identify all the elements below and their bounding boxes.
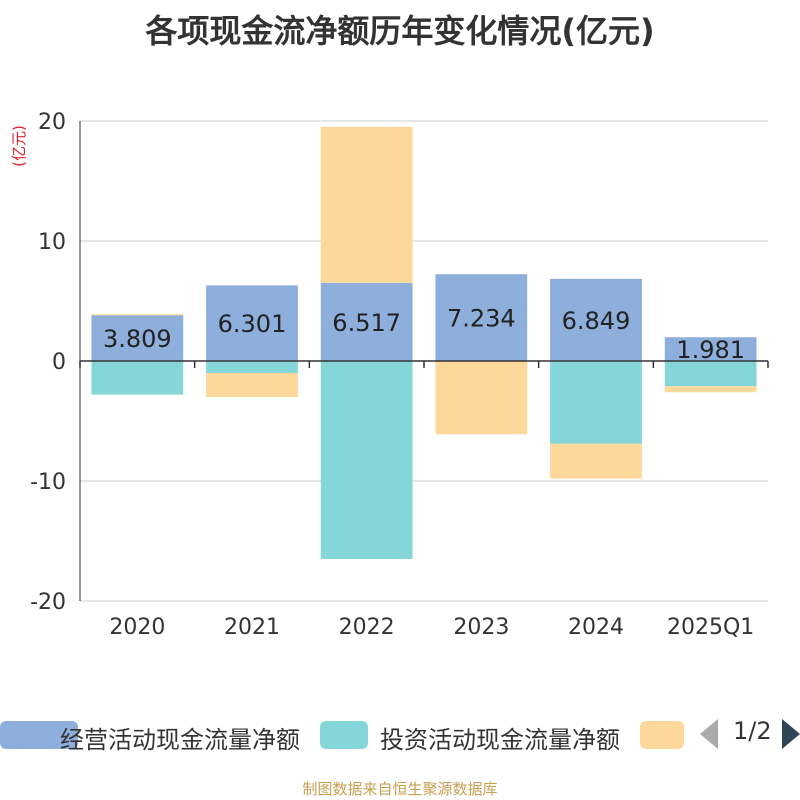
x-tick-label: 2025Q1 [667, 615, 754, 640]
bar-3-2023 [435, 361, 528, 435]
bar-2-2021 [206, 361, 298, 373]
bar-1-2025Q1 [664, 337, 757, 361]
bar-1-2023 [435, 274, 528, 361]
y-tick-label: 20 [38, 110, 66, 135]
legend-item-investing[interactable]: 投资活动现金流量净额 [320, 716, 630, 754]
data-source-note: 制图数据来自恒生聚源数据库 [302, 780, 498, 798]
pager-next-icon[interactable] [782, 719, 800, 749]
chart-title: 各项现金流净额历年变化情况(亿元) [145, 12, 655, 50]
legend-swatch-financing [640, 721, 684, 749]
legend-item-financing[interactable] [640, 716, 685, 752]
data-label-2025Q1: 1.981 [676, 336, 745, 364]
data-label-2023: 7.234 [447, 305, 516, 333]
data-label-2022: 6.517 [332, 309, 401, 337]
legend-item-operating[interactable]: 经营活动现金流量净额 [0, 716, 310, 754]
y-tick-label: -10 [30, 470, 66, 495]
legend-label-investing: 投资活动现金流量净额 [380, 726, 620, 754]
y-tick-label: -20 [30, 590, 66, 615]
bar-1-2020 [91, 315, 184, 361]
legend: 经营活动现金流量净额 投资活动现金流量净额 [0, 712, 800, 756]
bar-3-2025Q1 [664, 386, 757, 393]
bar-2-2024 [550, 361, 642, 444]
bar-3-2022 [320, 126, 413, 283]
y-axis-label: (亿元) [10, 125, 28, 167]
bar-2-2025Q1 [664, 361, 757, 387]
bar-1-2021 [206, 285, 298, 361]
x-tick-label: 2020 [109, 615, 165, 640]
bar-3-2024 [550, 443, 642, 479]
data-label-2020: 3.809 [103, 325, 172, 353]
legend-label-operating: 经营活动现金流量净额 [60, 726, 300, 754]
legend-swatch-investing [320, 721, 368, 749]
bar-3-2021 [206, 373, 298, 397]
x-tick-label: 2021 [224, 615, 280, 640]
x-tick-label: 2022 [339, 615, 395, 640]
bar-1-2022 [320, 282, 413, 361]
bar-chart: 20 10 0 -10 -20 (亿元) 3.809 6.301 6.517 7.234 6.849… [10, 110, 769, 640]
pager-prev-icon[interactable] [700, 719, 718, 749]
legend-swatch-operating [0, 721, 78, 749]
bar-1-2024 [550, 278, 642, 361]
y-tick-label: 10 [38, 230, 66, 255]
x-tick-label: 2023 [453, 615, 509, 640]
data-label-2021: 6.301 [218, 310, 287, 338]
bar-2-2020 [91, 361, 184, 395]
pager-page-indicator: 1/2 [733, 717, 772, 745]
bar-2-2022 [320, 361, 413, 559]
legend-pager: 1/2 [700, 716, 800, 752]
y-tick-label: 0 [52, 350, 66, 375]
data-label-2024: 6.849 [562, 307, 631, 335]
x-tick-label: 2024 [568, 615, 624, 640]
bar-3-2020 [91, 314, 184, 316]
